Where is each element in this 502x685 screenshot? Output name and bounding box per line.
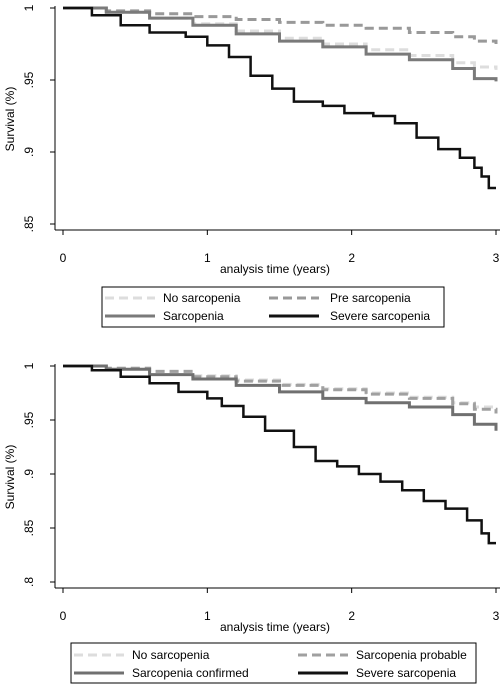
legend-label: Pre sarcopenia <box>330 291 411 305</box>
x-axis-title: analysis time (years) <box>220 262 330 276</box>
x-tick-label: 0 <box>60 251 67 265</box>
y-tick-label: .9 <box>22 469 36 479</box>
series-line-3 <box>63 6 498 82</box>
x-tick-label: 3 <box>493 609 500 623</box>
legend-label: No sarcopenia <box>163 291 241 305</box>
x-tick-label: 2 <box>348 251 355 265</box>
y-tick-label: .8 <box>22 577 36 587</box>
legend-label: Severe sarcopenia <box>330 309 430 323</box>
series-line-1 <box>63 6 498 70</box>
legend-box <box>70 642 477 684</box>
y-tick-label: .95 <box>22 71 36 88</box>
y-tick-label: .95 <box>22 411 36 428</box>
y-tick-label: 1 <box>22 362 36 369</box>
series-line-4 <box>63 364 496 545</box>
x-tick-label: 1 <box>204 251 211 265</box>
legend-label: No sarcopenia <box>132 648 210 662</box>
legend-box <box>101 286 445 328</box>
legend-label: Sarcopenia probable <box>356 648 467 662</box>
y-axis-title: Survival (%) <box>3 445 17 510</box>
x-tick-label: 3 <box>493 251 500 265</box>
y-tick-label: .85 <box>22 215 36 232</box>
y-axis-title: Survival (%) <box>3 87 17 152</box>
legend-label: Sarcopenia confirmed <box>132 666 249 680</box>
y-tick-label: 1 <box>22 4 36 11</box>
legend: No sarcopenia Pre sarcopenia Sarcopenia Sev… <box>101 286 445 328</box>
legend: No sarcopenia Sarcopenia probable Sarcopen… <box>70 642 477 684</box>
y-tick-label: .85 <box>22 519 36 536</box>
x-tick-label: 1 <box>204 609 211 623</box>
x-tick-label: 0 <box>60 609 67 623</box>
y-tick-label: .9 <box>22 147 36 157</box>
legend-label: Severe sarcopenia <box>356 666 456 680</box>
x-axis-title: analysis time (years) <box>220 620 330 634</box>
legend-label: Sarcopenia <box>163 309 224 323</box>
series-line-4 <box>63 6 496 190</box>
series-line-3 <box>63 364 498 431</box>
chart-1: .85 .9 .95 1 0 1 2 3 analysis time (years) Surviv… <box>3 4 500 328</box>
chart-2: .8 .85 .9 .95 1 0 1 2 3 analysis time (years) Surv… <box>3 362 500 684</box>
x-tick-label: 2 <box>348 609 355 623</box>
